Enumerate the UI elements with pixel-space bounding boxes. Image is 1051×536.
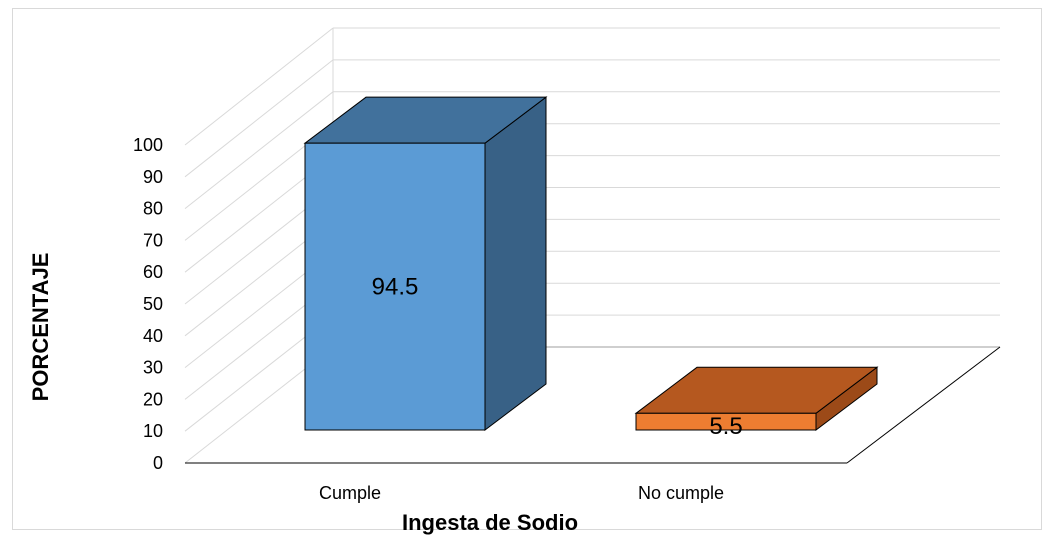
y-tick-label: 10 bbox=[143, 421, 163, 441]
bar-side bbox=[484, 96, 547, 432]
y-tick-label: 70 bbox=[143, 230, 163, 250]
x-axis-categories: Cumple No cumple bbox=[319, 483, 724, 503]
data-label: 94.5 bbox=[372, 274, 419, 301]
y-tick-label: 90 bbox=[143, 167, 163, 187]
gridline-diagonal bbox=[184, 59, 334, 178]
gridline-diagonal bbox=[184, 27, 334, 146]
y-tick-label: 20 bbox=[143, 389, 163, 409]
x-category-label: Cumple bbox=[319, 483, 381, 503]
y-axis-ticks: 0 10 20 30 40 50 60 70 80 90 100 bbox=[133, 135, 163, 473]
bar-front bbox=[635, 412, 817, 431]
y-tick-label: 50 bbox=[143, 294, 163, 314]
bar-no-cumple bbox=[634, 366, 879, 432]
y-tick-label: 40 bbox=[143, 326, 163, 346]
y-tick-label: 80 bbox=[143, 199, 163, 219]
y-tick-label: 60 bbox=[143, 262, 163, 282]
bars: 94.5 5.5 bbox=[303, 96, 879, 440]
bar-front bbox=[304, 142, 486, 431]
x-axis-title: Ingesta de Sodio bbox=[402, 510, 578, 535]
bar-cumple bbox=[303, 96, 548, 432]
y-tick-label: 30 bbox=[143, 358, 163, 378]
y-axis-title: PORCENTAJE bbox=[28, 253, 53, 402]
floor-right-edge bbox=[846, 346, 1001, 464]
x-category-label: No cumple bbox=[638, 483, 724, 503]
data-label: 5.5 bbox=[709, 413, 742, 440]
y-tick-label: 100 bbox=[133, 135, 163, 155]
y-tick-label: 0 bbox=[153, 453, 163, 473]
chart-frame bbox=[12, 8, 1042, 530]
gridline-diagonal bbox=[184, 91, 334, 209]
